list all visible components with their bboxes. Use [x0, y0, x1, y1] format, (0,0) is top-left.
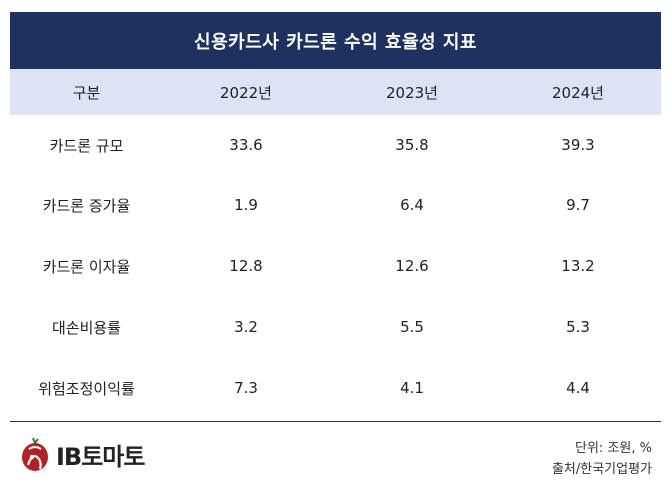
table-title: 신용카드사 카드론 수익 효율성 지표 [10, 12, 661, 69]
table-row: 대손비용률 3.2 5.5 5.3 [10, 297, 661, 357]
tomato-logo-icon [22, 437, 48, 471]
cell-value: 5.3 [566, 318, 590, 336]
row-label: 위험조정이익률 [38, 379, 135, 398]
cell-value: 4.1 [400, 379, 424, 397]
cell-value: 12.8 [229, 257, 263, 275]
table-row: 카드론 증가율 1.9 6.4 9.7 [10, 175, 661, 235]
cell-value: 4.4 [566, 379, 590, 397]
cell-value: 6.4 [400, 196, 424, 214]
header-cell-2023: 2023년 [386, 83, 438, 102]
row-label: 대손비용률 [51, 318, 121, 337]
cell-value: 7.3 [234, 379, 258, 397]
cell-value: 33.6 [229, 136, 263, 154]
cell-value: 13.2 [561, 257, 595, 275]
cell-value: 12.6 [395, 257, 429, 275]
cell-value: 35.8 [395, 136, 429, 154]
cell-value: 3.2 [234, 318, 258, 336]
unit-note: 단위: 조원, % [575, 441, 652, 456]
header-cell-2024: 2024년 [552, 83, 604, 102]
ib-tomato-logo: IB토마토 [20, 432, 145, 476]
cell-value: 9.7 [566, 196, 590, 214]
table-row: 위험조정이익률 7.3 4.1 4.4 [10, 358, 661, 418]
row-label: 카드론 증가율 [42, 196, 131, 215]
header-cell-2022: 2022년 [220, 83, 272, 102]
cell-value: 39.3 [561, 136, 595, 154]
table-row: 카드론 이자율 12.8 12.6 13.2 [10, 236, 661, 296]
table-row: 카드론 규모 33.6 35.8 39.3 [10, 115, 661, 175]
table-bottom-rule [10, 421, 661, 422]
header-cell-category: 구분 [72, 83, 101, 102]
source-note: 출처/한국기업평가 [551, 462, 652, 477]
cell-value: 1.9 [234, 196, 258, 214]
table-title-text: 신용카드사 카드론 수익 효율성 지표 [194, 31, 477, 53]
logo-text: IB토마토 [56, 442, 145, 471]
cell-value: 5.5 [400, 318, 424, 336]
row-label: 카드론 규모 [49, 136, 124, 155]
table-header-row: 구분 2022년 2023년 2024년 [10, 69, 661, 115]
row-label: 카드론 이자율 [42, 257, 131, 276]
